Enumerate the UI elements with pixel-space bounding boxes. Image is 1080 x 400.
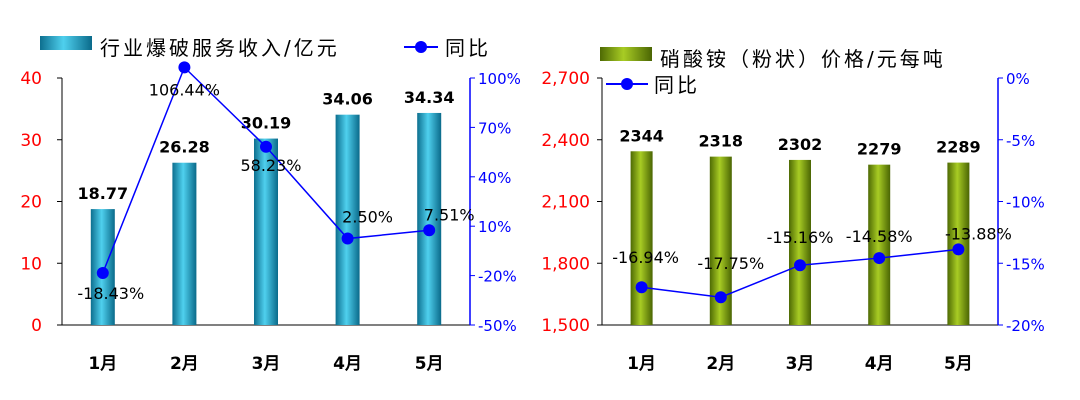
chart-ammonium-nitrate-price: 1,500 1,800 2,100 2,400 2,700 -20% -15% -10% -5%… bbox=[541, 47, 1045, 374]
left-tick-label: 2,400 bbox=[541, 131, 590, 151]
category-label: 1月 bbox=[627, 354, 656, 374]
yoy-data-label: 2.50% bbox=[342, 208, 393, 227]
bar-value-label: 30.19 bbox=[241, 114, 292, 133]
category-label: 1月 bbox=[88, 354, 117, 374]
left-tick-label: 0 bbox=[31, 316, 42, 336]
chart-blasting-revenue: 0 10 20 30 40 -50% -20% 10% 40% 70% 100% 18.77 26.28… bbox=[20, 36, 521, 374]
yoy-data-label: 106.44% bbox=[149, 80, 220, 99]
yoy-data-label: 7.51% bbox=[424, 205, 475, 224]
right-tick-label: -5% bbox=[1006, 132, 1035, 150]
yoy-point-4 bbox=[341, 232, 354, 245]
right-tick-label: -10% bbox=[1006, 194, 1045, 212]
bar-value-label: 18.77 bbox=[77, 184, 128, 203]
yoy-data-label: -17.75% bbox=[697, 254, 764, 273]
bar-value-label: 34.34 bbox=[404, 88, 455, 107]
bar-1 bbox=[630, 151, 653, 325]
legend-bar-swatch bbox=[40, 36, 92, 50]
category-label: 3月 bbox=[252, 354, 281, 374]
yoy-point-3 bbox=[260, 140, 272, 153]
legend-line-marker bbox=[415, 41, 427, 53]
bar-2 bbox=[172, 162, 197, 325]
right-tick-label: 40% bbox=[478, 169, 511, 187]
left-tick-label: 20 bbox=[20, 193, 42, 213]
right-tick-label: 10% bbox=[478, 218, 511, 236]
bar-value-label: 2344 bbox=[619, 126, 664, 145]
legend-bar-label: 硝酸铵（粉状）价格/元每吨 bbox=[660, 47, 946, 71]
bar-4 bbox=[868, 164, 891, 325]
legend-line-label: 同比 bbox=[445, 36, 491, 60]
yoy-data-label: -13.88% bbox=[945, 224, 1012, 243]
bar-2 bbox=[709, 156, 732, 325]
yoy-point-2 bbox=[714, 291, 727, 304]
right-tick-label: -50% bbox=[478, 317, 517, 335]
right-tick-label: 100% bbox=[478, 70, 521, 88]
category-label: 4月 bbox=[865, 354, 894, 374]
left-tick-label: 10 bbox=[20, 254, 42, 274]
bar-value-label: 26.28 bbox=[159, 138, 210, 157]
yoy-point-1 bbox=[96, 267, 109, 280]
bar-value-label: 2302 bbox=[778, 135, 823, 154]
left-tick-label: 40 bbox=[20, 69, 42, 89]
yoy-point-5 bbox=[423, 224, 436, 237]
legend-bar-swatch bbox=[600, 47, 652, 61]
category-label: 2月 bbox=[706, 354, 735, 374]
right-tick-label: 0% bbox=[1006, 70, 1030, 88]
yoy-data-label: 58.23% bbox=[240, 156, 301, 175]
bar-value-label: 2289 bbox=[936, 138, 981, 157]
left-tick-label: 30 bbox=[20, 131, 42, 151]
left-tick-label: 1,800 bbox=[541, 254, 590, 274]
yoy-data-label: -15.16% bbox=[767, 228, 834, 247]
left-tick-label: 2,700 bbox=[541, 69, 590, 89]
right-tick-label: -20% bbox=[478, 268, 517, 286]
yoy-data-label: -16.94% bbox=[612, 248, 679, 267]
right-tick-label: 70% bbox=[478, 119, 511, 137]
yoy-point-5 bbox=[952, 243, 965, 256]
bar-value-label: 2318 bbox=[699, 132, 744, 151]
right-tick-label: -15% bbox=[1006, 255, 1045, 273]
yoy-point-3 bbox=[794, 259, 806, 272]
bar-3 bbox=[789, 159, 811, 325]
legend-bar-label: 行业爆破服务收入/亿元 bbox=[100, 36, 340, 60]
category-label: 3月 bbox=[786, 354, 815, 374]
yoy-point-1 bbox=[635, 281, 648, 294]
bar-4 bbox=[335, 114, 360, 325]
left-tick-label: 1,500 bbox=[541, 316, 590, 336]
category-label: 2月 bbox=[170, 354, 199, 374]
category-label: 4月 bbox=[333, 354, 362, 374]
bar-value-label: 2279 bbox=[857, 140, 902, 159]
yoy-data-label: -18.43% bbox=[77, 284, 144, 303]
yoy-point-2 bbox=[178, 61, 191, 74]
yoy-point-4 bbox=[873, 252, 886, 265]
right-tick-label: -20% bbox=[1006, 317, 1045, 335]
bar-3 bbox=[254, 138, 278, 325]
category-label: 5月 bbox=[944, 354, 973, 374]
legend-line-marker bbox=[621, 78, 633, 90]
category-label: 5月 bbox=[415, 354, 444, 374]
left-tick-label: 2,100 bbox=[541, 193, 590, 213]
bar-value-label: 34.06 bbox=[322, 90, 373, 109]
bar-5 bbox=[417, 112, 442, 325]
yoy-data-label: -14.58% bbox=[846, 227, 913, 246]
legend-line-label: 同比 bbox=[654, 73, 700, 97]
